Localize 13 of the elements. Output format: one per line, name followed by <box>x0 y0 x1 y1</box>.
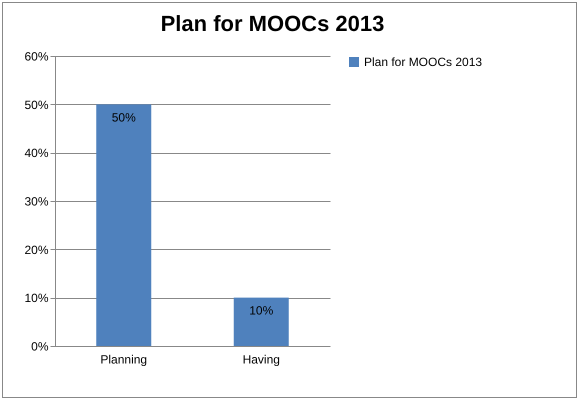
y-tick-label: 60% <box>24 50 49 64</box>
data-label: 50% <box>112 110 136 124</box>
data-label: 10% <box>249 304 274 318</box>
x-tick-label: Having <box>242 352 280 366</box>
y-tick-label: 40% <box>24 146 49 160</box>
legend-label: Plan for MOOCs 2013 <box>364 55 482 69</box>
y-tick-label: 20% <box>24 242 49 257</box>
x-tick-label: Planning <box>100 352 148 366</box>
y-tick-label: 30% <box>24 194 49 208</box>
chart-title: Plan for MOOCs 2013 <box>160 11 384 36</box>
y-tick-label: 50% <box>24 98 49 112</box>
y-tick-label: 0% <box>31 340 49 354</box>
y-tick-label: 10% <box>24 291 49 306</box>
